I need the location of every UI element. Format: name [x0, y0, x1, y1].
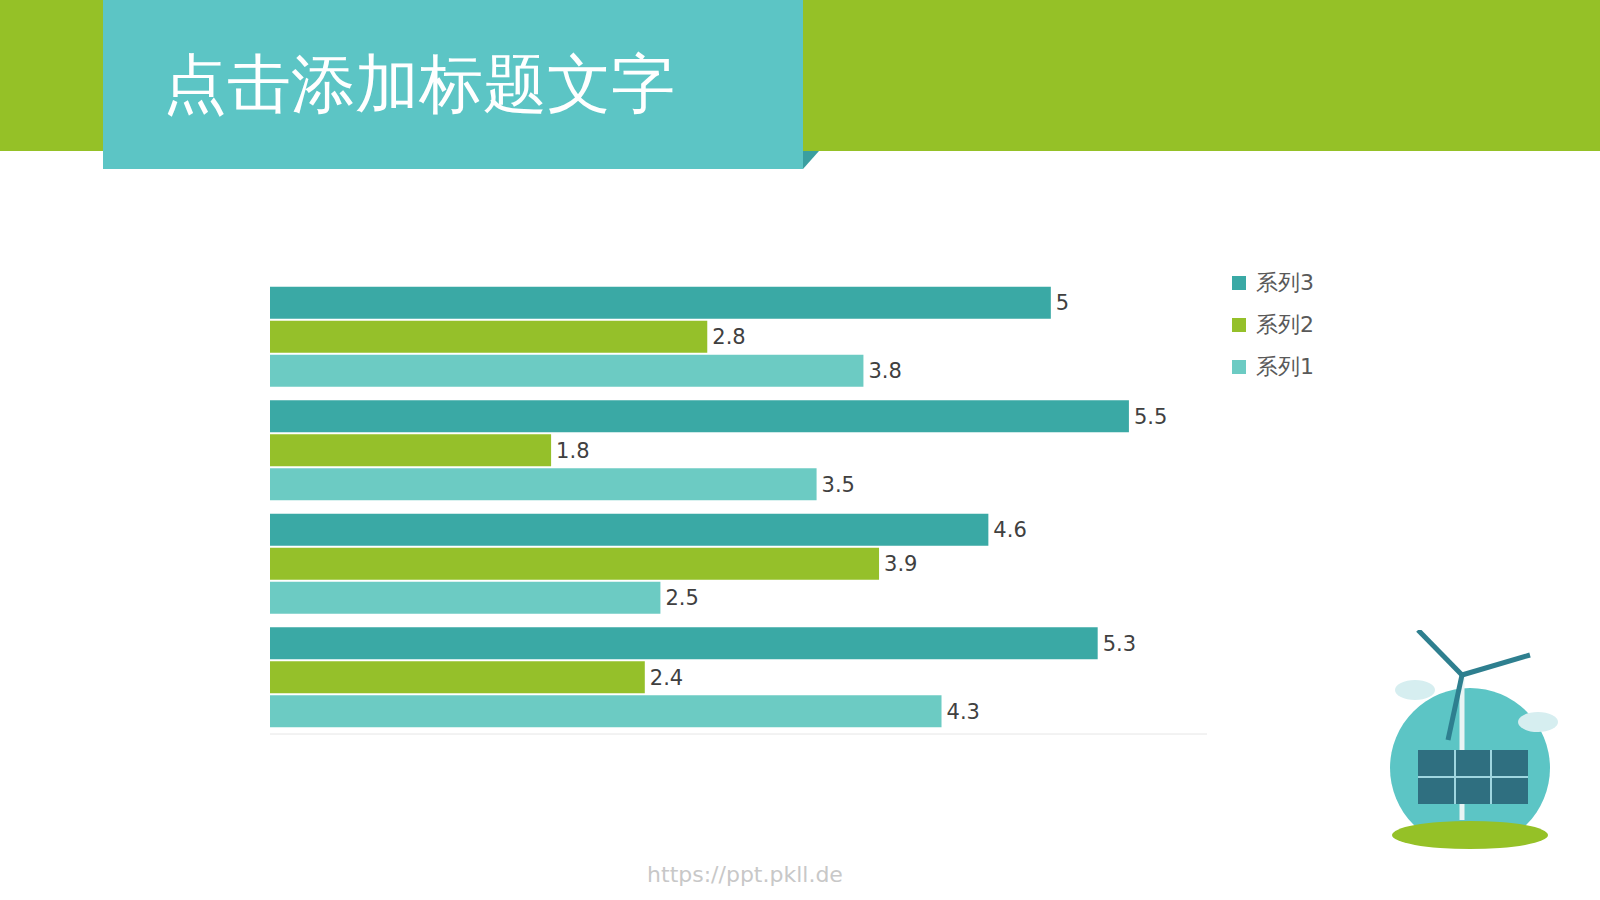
svg-text:5: 5: [1056, 291, 1069, 315]
svg-text:5.5: 5.5: [1134, 405, 1167, 429]
html-text:系列3: 系列3: [1256, 270, 1314, 295]
svg-text:5.3: 5.3: [1103, 632, 1136, 656]
svg-text:1.8: 1.8: [556, 439, 589, 463]
html-text:系列2: 系列2: [1256, 312, 1314, 337]
svg-text:3.8: 3.8: [868, 359, 901, 383]
svg-text:2.8: 2.8: [712, 325, 745, 349]
html-text:系列1: 系列1: [1256, 354, 1314, 379]
svg-text:3.9: 3.9: [884, 552, 917, 576]
svg-text:4.6: 4.6: [993, 518, 1026, 542]
html-text:点击添加标题文字: 点击添加标题文字: [163, 47, 675, 121]
svg-text:3.5: 3.5: [822, 473, 855, 497]
html-text:https://ppt.pkll.de: https://ppt.pkll.de: [647, 862, 843, 887]
svg-text:2.4: 2.4: [650, 666, 683, 690]
svg-text:2.5: 2.5: [665, 586, 698, 610]
svg-text:4.3: 4.3: [947, 700, 980, 724]
